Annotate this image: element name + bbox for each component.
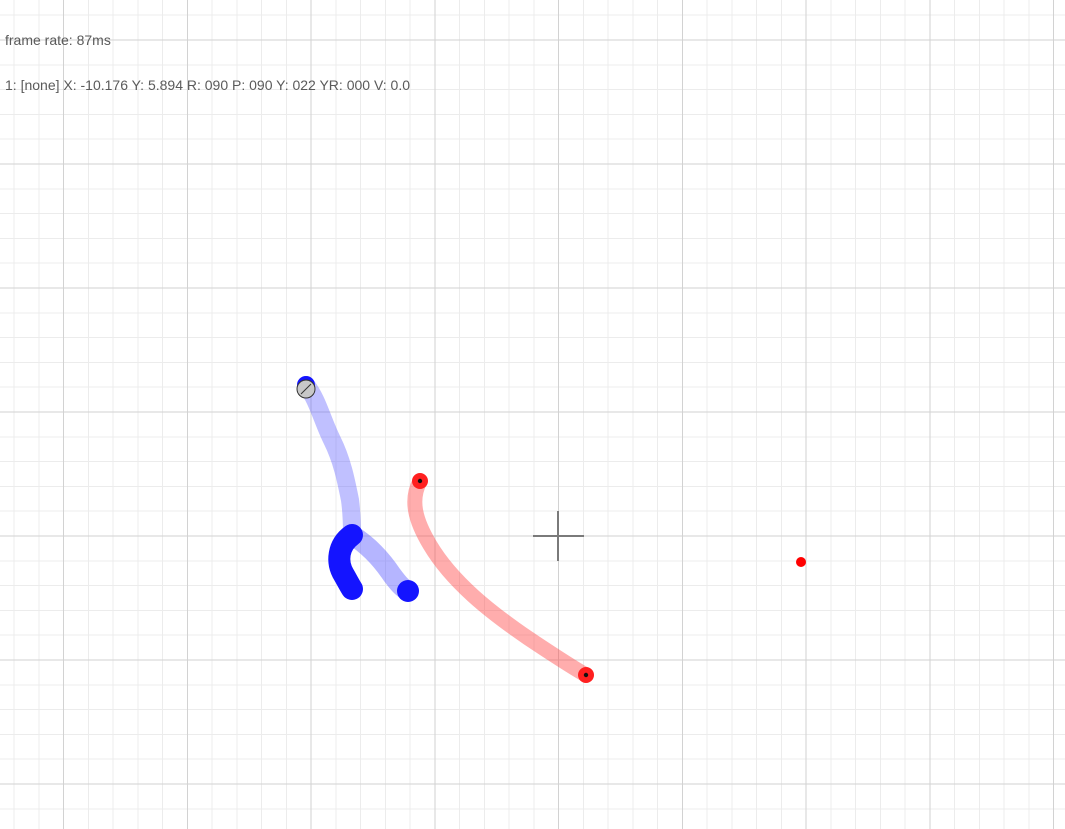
blue-stroke-trail [297, 376, 419, 602]
center-crosshair [533, 511, 584, 561]
red-target-dot [796, 557, 806, 567]
pointer-status-readout: 1: [none] X: -10.176 Y: 5.894 R: 090 P: … [5, 77, 411, 93]
frame-rate-readout: frame rate: 87ms [5, 32, 111, 48]
red-stroke-trail [407, 473, 594, 683]
hud-overlay: frame rate: 87ms 1: [none] X: -10.176 Y:… [5, 3, 410, 108]
pen-cursor [296, 379, 316, 399]
